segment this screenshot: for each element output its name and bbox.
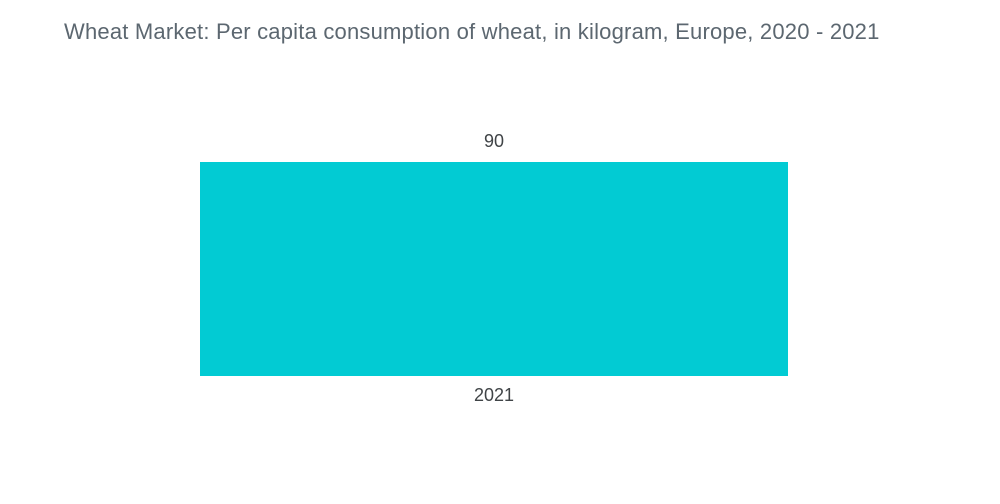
bar-value-label: 90 bbox=[483, 131, 505, 151]
bar-2021 bbox=[200, 162, 788, 376]
chart-title: Wheat Market: Per capita consumption of … bbox=[64, 19, 880, 44]
x-axis-category-label: 2021 bbox=[473, 385, 515, 405]
